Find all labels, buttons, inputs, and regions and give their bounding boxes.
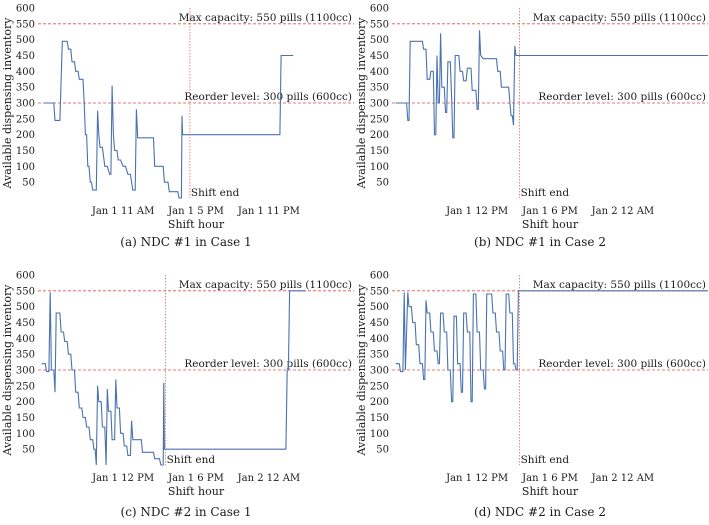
reorder-level-label: Reorder level: 300 pills (600cc) — [538, 91, 706, 103]
y-tick-label: 200 — [16, 397, 35, 408]
y-tick-label: 600 — [370, 4, 389, 15]
y-tick-label: 350 — [370, 350, 389, 361]
y-tick-label: 550 — [16, 19, 35, 30]
y-tick-label: 400 — [370, 67, 389, 78]
x-axis-title: Shift hour — [522, 485, 579, 498]
max-capacity-label: Max capacity: 550 pills (1100cc) — [179, 279, 352, 291]
inventory-series-line — [44, 40, 294, 199]
y-tick-label: 150 — [370, 146, 389, 157]
x-tick-label: Jan 1 11 PM — [237, 206, 300, 217]
y-tick-label: 350 — [370, 83, 389, 94]
x-tick-label: Jan 1 11 AM — [91, 206, 155, 217]
y-tick-label: 300 — [370, 99, 389, 110]
y-axis-title: Available dispensing inventory — [1, 17, 14, 190]
shift-end-label: Shift end — [167, 454, 216, 466]
x-tick-label: Jan 1 12 PM — [91, 473, 154, 484]
y-tick-label: 350 — [16, 350, 35, 361]
y-tick-label: 350 — [16, 83, 35, 94]
max-capacity-label: Max capacity: 550 pills (1100cc) — [533, 279, 706, 291]
y-tick-label: 100 — [16, 162, 35, 173]
x-tick-label: Jan 2 12 AM — [591, 206, 655, 217]
chart-panel-4: 50 100 150 200 250 300 350 400 450 500 550 600 Jan 1… — [355, 271, 708, 519]
y-tick-label: 100 — [370, 429, 389, 440]
y-tick-label: 300 — [370, 366, 389, 377]
subfigure-caption: (a) NDC #1 in Case 1 — [120, 235, 251, 249]
y-tick-label: 600 — [16, 271, 35, 282]
x-axis-title: Shift hour — [168, 485, 225, 498]
x-tick-label: Jan 1 12 PM — [445, 206, 508, 217]
x-tick-label: Jan 2 12 AM — [591, 473, 655, 484]
y-tick-label: 200 — [16, 130, 35, 141]
y-tick-label: 400 — [370, 334, 389, 345]
y-tick-label: 600 — [16, 4, 35, 15]
y-tick-label: 250 — [370, 114, 389, 125]
x-axis-title: Shift hour — [522, 218, 579, 231]
subfigure-caption: (d) NDC #2 in Case 2 — [474, 505, 606, 519]
y-axis-title: Available dispensing inventory — [355, 284, 368, 457]
y-tick-label: 400 — [16, 67, 35, 78]
y-tick-label: 550 — [370, 286, 389, 297]
y-tick-label: 50 — [22, 178, 35, 189]
max-capacity-label: Max capacity: 550 pills (1100cc) — [533, 12, 706, 24]
inventory-series-line — [395, 30, 708, 139]
max-capacity-label: Max capacity: 550 pills (1100cc) — [179, 12, 352, 24]
subfigure-caption: (c) NDC #2 in Case 1 — [121, 505, 252, 519]
y-tick-label: 100 — [16, 429, 35, 440]
y-tick-label: 250 — [16, 114, 35, 125]
y-tick-label: 50 — [22, 445, 35, 456]
y-tick-label: 50 — [376, 178, 389, 189]
y-tick-label: 50 — [376, 445, 389, 456]
y-tick-label: 500 — [370, 35, 389, 46]
y-tick-label: 450 — [16, 318, 35, 329]
y-tick-label: 450 — [16, 51, 35, 62]
y-tick-label: 600 — [370, 271, 389, 282]
inventory-series-line — [395, 290, 708, 403]
reorder-level-label: Reorder level: 300 pills (600cc) — [538, 358, 706, 370]
shift-end-label: Shift end — [521, 454, 570, 466]
y-tick-label: 250 — [16, 381, 35, 392]
y-tick-label: 300 — [16, 99, 35, 110]
y-tick-label: 150 — [16, 413, 35, 424]
y-tick-label: 150 — [370, 413, 389, 424]
y-tick-label: 100 — [370, 162, 389, 173]
y-tick-label: 150 — [16, 146, 35, 157]
reorder-level-label: Reorder level: 300 pills (600cc) — [184, 358, 352, 370]
y-tick-label: 250 — [370, 381, 389, 392]
chart-panel-1: 50 100 150 200 250 300 350 400 450 500 550 600 Jan 1… — [1, 4, 354, 249]
y-tick-label: 550 — [16, 286, 35, 297]
y-tick-label: 400 — [16, 334, 35, 345]
x-tick-label: Jan 1 12 PM — [445, 473, 508, 484]
y-tick-label: 500 — [16, 302, 35, 313]
x-tick-label: Jan 1 6 PM — [521, 473, 578, 484]
y-tick-label: 200 — [370, 130, 389, 141]
x-tick-label: Jan 1 6 PM — [521, 206, 578, 217]
x-tick-label: Jan 1 5 PM — [167, 206, 224, 217]
x-tick-label: Jan 1 6 PM — [167, 473, 224, 484]
inventory-series-line — [41, 290, 306, 466]
y-axis-title: Available dispensing inventory — [1, 284, 14, 457]
chart-panel-3: 50 100 150 200 250 300 350 400 450 500 550 600 Jan 1… — [1, 271, 354, 519]
shift-end-label: Shift end — [191, 187, 240, 199]
subfigure-caption: (b) NDC #1 in Case 2 — [474, 235, 606, 249]
y-tick-label: 450 — [370, 318, 389, 329]
y-tick-label: 500 — [370, 302, 389, 313]
reorder-level-label: Reorder level: 300 pills (600cc) — [184, 91, 352, 103]
y-tick-label: 500 — [16, 35, 35, 46]
y-axis-title: Available dispensing inventory — [355, 17, 368, 190]
y-tick-label: 550 — [370, 19, 389, 30]
y-tick-label: 200 — [370, 397, 389, 408]
chart-panel-2: 50 100 150 200 250 300 350 400 450 500 550 600 Jan 1… — [355, 4, 708, 249]
shift-end-label: Shift end — [521, 187, 570, 199]
x-tick-label: Jan 2 12 AM — [237, 473, 301, 484]
y-tick-label: 450 — [370, 51, 389, 62]
x-axis-title: Shift hour — [168, 218, 225, 231]
y-tick-label: 300 — [16, 366, 35, 377]
